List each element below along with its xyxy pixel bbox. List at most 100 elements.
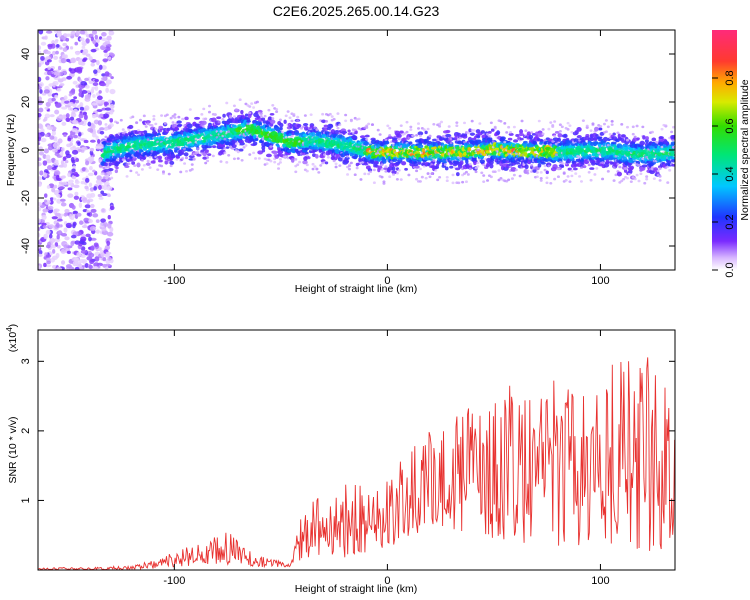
heatmap-cell bbox=[63, 227, 68, 233]
heatmap-cell bbox=[204, 161, 208, 165]
heatmap-cell bbox=[46, 260, 51, 265]
heatmap-cell bbox=[573, 167, 578, 171]
heatmap-cell bbox=[503, 140, 507, 144]
heatmap-cell bbox=[566, 121, 570, 125]
heatmap-cell bbox=[46, 124, 51, 130]
heatmap-cell bbox=[72, 119, 79, 125]
heatmap-cell bbox=[284, 135, 288, 139]
heatmap-cell bbox=[416, 127, 420, 130]
colorbar: 0.00.20.40.60.8 Normalized spectral ampl… bbox=[712, 30, 750, 278]
heatmap-cell bbox=[62, 47, 68, 52]
heatmap-cell bbox=[51, 187, 56, 193]
heatmap-cell bbox=[100, 252, 105, 258]
heatmap-cell bbox=[330, 129, 336, 134]
heatmap-cell bbox=[294, 158, 298, 161]
heatmap-cell bbox=[510, 177, 514, 180]
heatmap-cell bbox=[616, 162, 620, 166]
heatmap-cell bbox=[643, 181, 647, 185]
heatmap-cell bbox=[296, 163, 300, 166]
heatmap-cell bbox=[56, 193, 61, 198]
heatmap-cell bbox=[89, 147, 95, 152]
heatmap-cell bbox=[105, 251, 112, 255]
heatmap-cell bbox=[670, 150, 675, 154]
heatmap-cell bbox=[279, 138, 284, 144]
heatmap-cell bbox=[399, 124, 403, 127]
heatmap-cell bbox=[64, 100, 70, 104]
heatmap-cell bbox=[434, 169, 438, 172]
heatmap-cell bbox=[453, 165, 457, 169]
heatmap-cell bbox=[46, 70, 52, 76]
heatmap-cell bbox=[570, 130, 574, 134]
heatmap-cell bbox=[369, 170, 373, 174]
heatmap-cell bbox=[38, 62, 42, 68]
heatmap-cell bbox=[380, 163, 384, 166]
heatmap-cell bbox=[169, 164, 173, 168]
heatmap-cell bbox=[364, 134, 370, 138]
heatmap-cell bbox=[135, 121, 139, 124]
heatmap-cell bbox=[75, 157, 80, 162]
heatmap-cell bbox=[38, 161, 42, 167]
heatmap-cell bbox=[458, 152, 463, 158]
heatmap-cell bbox=[255, 100, 259, 104]
heatmap-cell bbox=[38, 142, 41, 146]
heatmap-cell bbox=[449, 137, 453, 141]
heatmap-cell bbox=[194, 116, 201, 120]
heatmap-cell bbox=[84, 84, 90, 89]
heatmap-cell bbox=[74, 266, 80, 270]
heatmap-cell bbox=[641, 125, 645, 129]
heatmap-cell bbox=[56, 218, 63, 222]
heatmap-cell bbox=[106, 185, 113, 191]
heatmap-cell bbox=[45, 201, 50, 205]
heatmap-cell bbox=[290, 119, 294, 123]
heatmap-cell bbox=[43, 116, 48, 122]
heatmap-cell bbox=[248, 111, 252, 115]
heatmap-cell bbox=[53, 55, 59, 60]
heatmap-cell bbox=[553, 177, 557, 181]
heatmap-cell bbox=[219, 143, 226, 148]
heatmap-cell bbox=[77, 141, 81, 146]
heatmap-cell bbox=[150, 124, 154, 127]
heatmap-cell bbox=[276, 144, 280, 148]
heatmap-cell bbox=[589, 129, 593, 132]
heatmap-cell bbox=[42, 225, 47, 229]
heatmap-cell bbox=[48, 233, 53, 239]
heatmap-cell bbox=[58, 186, 65, 190]
heatmap-cell bbox=[487, 130, 492, 134]
heatmap-cell bbox=[89, 128, 94, 133]
heatmap-cell bbox=[582, 165, 587, 169]
heatmap-cell bbox=[39, 218, 45, 224]
heatmap-cell bbox=[344, 113, 348, 117]
heatmap-cell bbox=[88, 80, 94, 85]
heatmap-cell bbox=[85, 177, 90, 183]
heatmap-cell bbox=[169, 116, 173, 120]
heatmap-cell bbox=[69, 46, 74, 50]
heatmap-cell bbox=[289, 123, 293, 129]
heatmap-cell bbox=[547, 127, 551, 131]
heatmap-cell bbox=[432, 122, 436, 126]
heatmap-cell bbox=[157, 159, 163, 163]
heatmap-cell bbox=[391, 166, 396, 171]
heatmap-cell bbox=[426, 127, 430, 131]
heatmap-cell bbox=[279, 135, 284, 139]
heatmap-cell bbox=[286, 110, 290, 113]
heatmap-cell bbox=[480, 130, 485, 134]
heatmap-cell bbox=[208, 110, 211, 114]
heatmap-cell bbox=[553, 134, 557, 138]
heatmap-cell bbox=[457, 156, 461, 159]
heatmap-cell bbox=[618, 165, 622, 169]
heatmap-cell bbox=[487, 134, 491, 138]
heatmap-cell bbox=[52, 148, 58, 153]
heatmap-cell bbox=[154, 122, 158, 126]
heatmap-cell bbox=[436, 178, 440, 182]
heatmap-cell bbox=[62, 181, 68, 186]
heatmap-cell bbox=[75, 51, 80, 56]
heatmap-cell bbox=[73, 96, 78, 100]
heatmap-cell bbox=[649, 162, 654, 167]
heatmap-cell bbox=[407, 173, 411, 177]
heatmap-cell bbox=[124, 165, 130, 169]
heatmap-cell bbox=[51, 255, 58, 261]
heatmap-cell bbox=[97, 138, 101, 144]
heatmap-cell bbox=[587, 171, 591, 174]
heatmap-cell bbox=[489, 175, 493, 179]
